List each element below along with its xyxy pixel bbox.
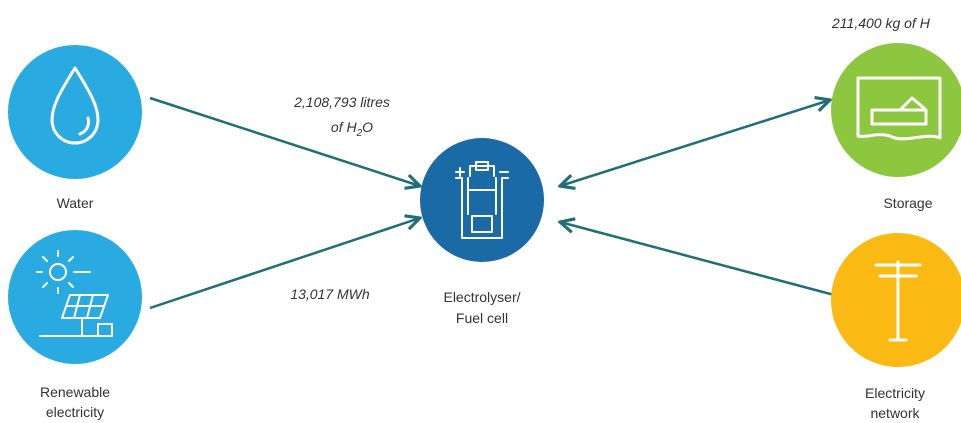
electrolyser-node [420, 138, 544, 262]
water-icon [50, 66, 100, 145]
node-label: Fuel cell [456, 310, 508, 326]
storage-icon [856, 76, 942, 141]
flow-label-part: O [362, 119, 373, 135]
arrow [149, 96, 420, 186]
electrolyser-icon [455, 161, 509, 239]
arrow [560, 100, 830, 186]
flow-label-part: of H [331, 119, 358, 135]
solar-icon [36, 250, 113, 337]
network-node [831, 233, 961, 367]
water-icon [78, 116, 91, 136]
renewable-node [8, 230, 142, 364]
node-label: Water [57, 195, 94, 211]
node-label: Electricity [865, 385, 925, 401]
flow-label: of H2O [331, 119, 373, 139]
node-label: Storage [883, 195, 932, 211]
arrow [149, 218, 420, 310]
flow-label: 13,017 MWh [290, 286, 370, 302]
flow-label: 2,108,793 litres [293, 94, 390, 110]
node-label: Electrolyser/ [443, 289, 520, 305]
water-node [8, 45, 142, 179]
flow-label: 211,400 kg of H [831, 15, 931, 31]
node-label: Renewable [40, 384, 110, 400]
pylon-icon [874, 260, 922, 342]
flow-label-sub: 2 [356, 128, 363, 139]
node-label: electricity [46, 404, 104, 420]
node-label: network [870, 405, 920, 421]
arrow [560, 222, 839, 298]
